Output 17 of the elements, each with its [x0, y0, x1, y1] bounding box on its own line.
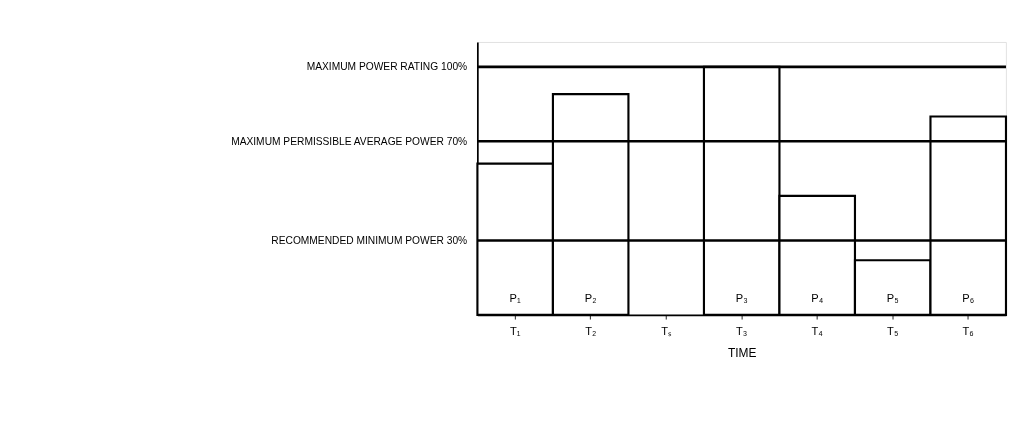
x-tick-label: T₆: [962, 324, 974, 337]
x-tick-label: T₄: [811, 324, 824, 337]
annotation: P₂: [584, 292, 597, 305]
ref-line-label: MAXIMUM POWER RATING 100%: [306, 61, 468, 73]
annotation: P₁: [509, 292, 521, 305]
x-axis-title: TIME: [727, 346, 757, 361]
x-tick-label: T₅: [887, 324, 899, 337]
ref-line-label: RECOMMENDED MINIMUM POWER 30%: [271, 234, 468, 246]
annotation: P₅: [886, 292, 899, 305]
x-tick-label: T₃: [736, 324, 748, 337]
annotation: P₃: [735, 292, 748, 305]
x-tick-label: Tₛ: [661, 324, 673, 337]
ref-line-label: MAXIMUM PERMISSIBLE AVERAGE POWER 70%: [231, 135, 468, 147]
annotation: P₄: [811, 292, 824, 305]
annotation: P₆: [962, 292, 975, 305]
x-tick-label: T₂: [585, 324, 597, 337]
x-tick-label: T₁: [509, 324, 521, 337]
